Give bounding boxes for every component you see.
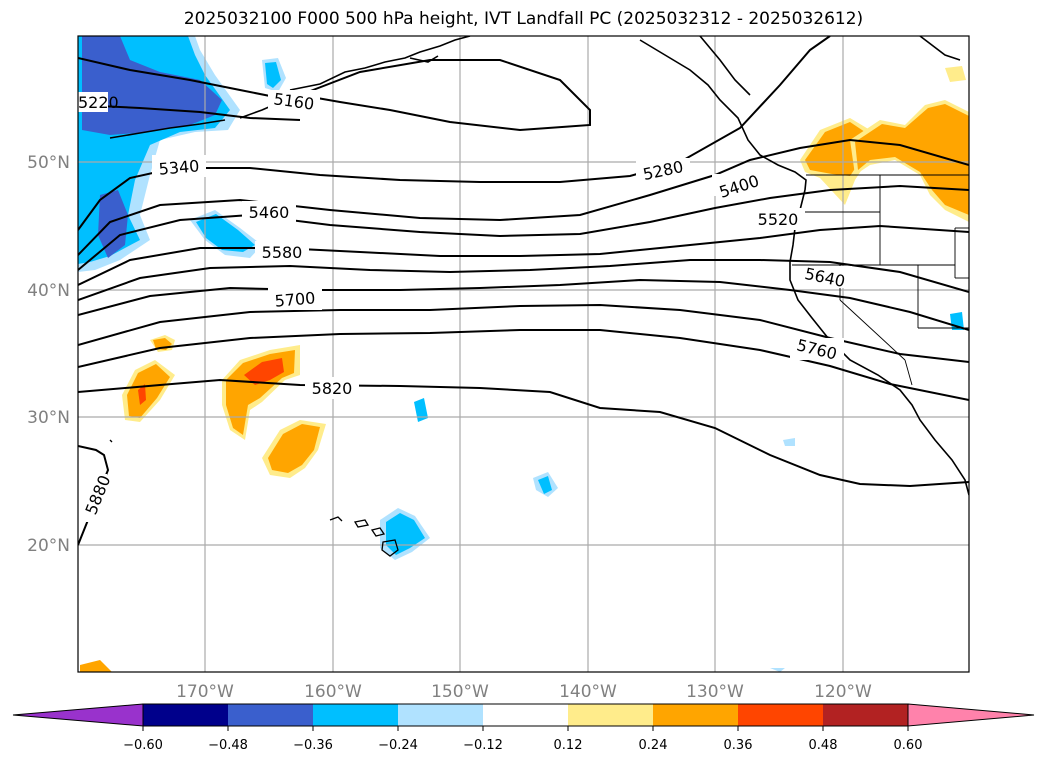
contour-labels: 5160 5220 5280 5340 5400 5460 5520 5580 … xyxy=(78,89,852,522)
negative-anomaly-region xyxy=(196,214,255,252)
colorbar-segment xyxy=(653,704,739,726)
hawaiian-islands xyxy=(109,439,399,557)
colorbar-tick-label: 0.48 xyxy=(809,738,838,753)
contour-label-bg xyxy=(268,90,320,112)
contour-label: 5340 xyxy=(158,156,200,178)
positive-anomaly-region xyxy=(244,358,284,385)
lon-label: 170°W xyxy=(176,682,234,702)
colorbar-tick-label: −0.36 xyxy=(293,738,333,753)
longitude-labels: 170°W 160°W 150°W 140°W 130°W 120°W xyxy=(176,682,872,702)
negative-anomaly-region xyxy=(386,513,425,555)
contour-label: 5460 xyxy=(249,203,290,222)
lon-label: 160°W xyxy=(304,682,362,702)
contour-label: 5520 xyxy=(758,210,799,229)
positive-anomaly-region xyxy=(226,350,295,435)
contour-label: 5580 xyxy=(262,243,303,262)
contour-label-bg xyxy=(78,92,108,112)
negative-anomaly-region xyxy=(414,398,428,422)
contour-label-bg xyxy=(751,208,805,230)
positive-anomaly-region xyxy=(945,66,966,82)
colorbar-segment xyxy=(568,704,654,726)
negative-anomaly-region xyxy=(770,668,785,672)
colorbar-tick-label: −0.12 xyxy=(463,738,503,753)
contour-label-bg xyxy=(83,474,107,522)
colorbar-tick-label: −0.48 xyxy=(208,738,248,753)
colorbar-extend-right xyxy=(907,703,1035,727)
colorbar-outline xyxy=(142,703,909,727)
colorbar-segment xyxy=(143,704,229,726)
positive-anomaly-region xyxy=(80,660,112,672)
colorbar-tick-label: 0.24 xyxy=(639,738,668,753)
lat-label: 50°N xyxy=(27,153,70,173)
lat-label: 40°N xyxy=(27,281,70,301)
colorbar-segment xyxy=(228,704,314,726)
colorbar-tick-label: −0.60 xyxy=(123,738,163,753)
lon-label: 130°W xyxy=(686,682,744,702)
contour-label-bg xyxy=(268,288,322,310)
colorbar-tick-label: 0.36 xyxy=(724,738,753,753)
positive-anomaly-region xyxy=(855,104,969,215)
lon-label: 140°W xyxy=(559,682,617,702)
coastlines xyxy=(109,36,969,496)
lat-label: 30°N xyxy=(27,408,70,428)
contour-label: 5700 xyxy=(274,288,316,310)
colorbar-segment xyxy=(823,704,909,726)
negative-anomaly-region xyxy=(783,438,795,446)
latitude-labels: 50°N 40°N 30°N 20°N xyxy=(27,153,70,556)
contour-label-bg xyxy=(242,201,296,223)
contour-label-bg xyxy=(305,377,359,399)
contour-label: 5220 xyxy=(78,93,119,112)
positive-anomaly-region xyxy=(127,364,170,418)
colorbar-segment xyxy=(398,704,484,726)
negative-anomaly-region xyxy=(265,62,281,88)
colorbar-segment xyxy=(313,704,399,726)
colorbar: −0.60 −0.48 −0.36 −0.24 −0.12 0.12 0.24 0.36 0.4… xyxy=(12,703,1035,753)
colorbar-tick-label: 0.12 xyxy=(554,738,583,753)
colorbar-segment xyxy=(483,704,569,726)
colorbar-extend-left xyxy=(12,703,144,727)
ivt-shading xyxy=(78,36,969,672)
colorbar-segment xyxy=(738,704,824,726)
lon-label: 150°W xyxy=(431,682,489,702)
colorbar-tick-label: 0.60 xyxy=(894,738,923,753)
colorbar-ticks: −0.60 −0.48 −0.36 −0.24 −0.12 0.12 0.24 0.36 0.4… xyxy=(123,726,922,753)
contour-label: 5820 xyxy=(312,379,353,398)
contour-label-bg xyxy=(790,338,844,360)
negative-anomaly-region xyxy=(538,476,552,494)
contour-label-bg xyxy=(152,155,206,177)
lat-label: 20°N xyxy=(27,536,70,556)
contour-label-bg xyxy=(798,266,852,288)
lon-label: 120°W xyxy=(814,682,872,702)
positive-anomaly-region xyxy=(138,384,146,405)
state-borders xyxy=(792,174,969,386)
map-frame xyxy=(77,35,970,673)
contour-label-bg xyxy=(255,241,309,263)
contour-label-bg xyxy=(636,158,690,180)
map-title: 2025032100 F000 500 hPa height, IVT Land… xyxy=(183,9,864,29)
negative-anomaly-region xyxy=(98,190,128,258)
contour-label-bg xyxy=(712,174,766,196)
positive-anomaly-region xyxy=(268,424,320,473)
colorbar-tick-label: −0.24 xyxy=(378,738,418,753)
colorbar-segments xyxy=(12,703,1035,727)
